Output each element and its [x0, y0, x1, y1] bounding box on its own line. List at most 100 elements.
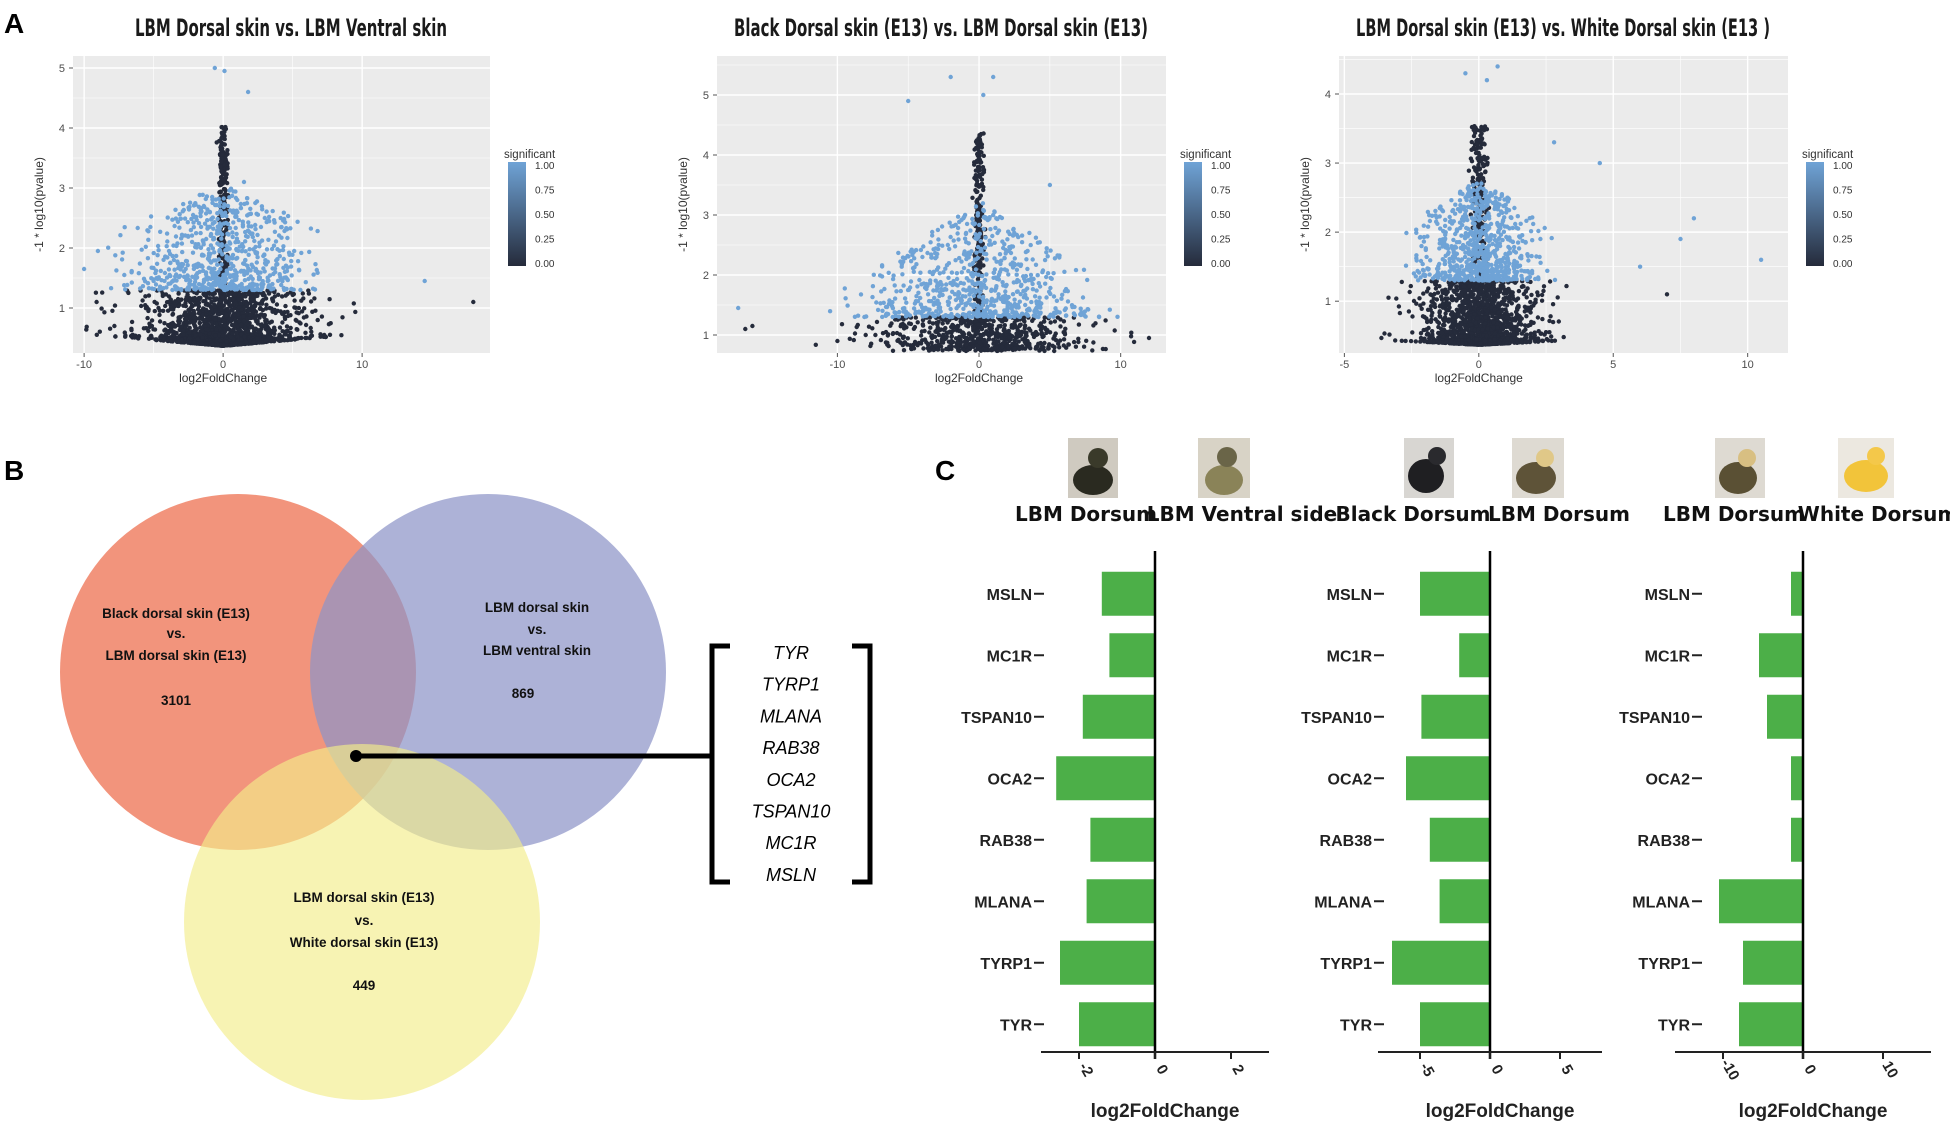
point-nonsignificant [200, 306, 206, 311]
point-nonsignificant [257, 306, 263, 311]
point-significant [969, 279, 975, 284]
point-nonsignificant [1539, 292, 1545, 298]
point-significant [981, 208, 987, 213]
point-nonsignificant [1093, 321, 1098, 326]
point-nonsignificant [272, 289, 277, 295]
point-nonsignificant [940, 339, 945, 344]
point-significant [248, 206, 253, 211]
point-significant [253, 249, 258, 255]
point-significant [193, 231, 199, 236]
point-significant [989, 296, 995, 302]
point-significant [253, 200, 258, 206]
point-significant [919, 282, 924, 287]
point-significant [228, 241, 233, 246]
point-nonsignificant [251, 294, 257, 300]
point-significant [980, 273, 985, 279]
point-nonsignificant [260, 297, 266, 303]
point-nonsignificant [931, 347, 936, 353]
point-nonsignificant [277, 325, 283, 330]
y-tick-label: 3 [703, 210, 709, 222]
point-significant [1011, 314, 1017, 319]
point-significant [1011, 226, 1016, 232]
point-significant [892, 296, 898, 301]
point-significant [143, 244, 148, 249]
point-nonsignificant [299, 309, 305, 314]
point-nonsignificant [238, 341, 244, 347]
point-nonsignificant [183, 298, 189, 303]
point-significant [928, 240, 933, 245]
point-nonsignificant [232, 317, 238, 323]
point-significant [177, 225, 182, 230]
point-nonsignificant [152, 299, 157, 305]
point-significant [988, 227, 993, 232]
point-significant [981, 308, 987, 314]
point-significant [990, 312, 996, 317]
point-significant [947, 220, 952, 225]
point-significant [1036, 310, 1042, 315]
point-nonsignificant [205, 301, 210, 307]
point-significant [882, 286, 887, 292]
point-significant [225, 231, 230, 236]
point-nonsignificant [192, 340, 197, 345]
point-nonsignificant [157, 312, 162, 318]
point-nonsignificant [280, 329, 285, 334]
point-significant [984, 251, 989, 257]
point-significant [179, 241, 185, 246]
point-nonsignificant [143, 294, 148, 299]
point-nonsignificant [976, 344, 982, 350]
point-significant [954, 276, 960, 282]
point-significant [1051, 271, 1056, 276]
point-significant [200, 238, 205, 243]
point-significant [906, 98, 911, 104]
point-significant [238, 269, 243, 274]
point-significant [230, 256, 235, 261]
point-nonsignificant [1057, 345, 1062, 350]
legend-colorbar [1184, 162, 1202, 266]
point-nonsignificant [272, 328, 277, 333]
point-significant [961, 265, 967, 271]
point-nonsignificant [1091, 340, 1096, 345]
point-nonsignificant [221, 318, 226, 323]
point-nonsignificant [855, 322, 860, 328]
point-nonsignificant [280, 320, 285, 325]
point-significant [981, 294, 986, 299]
point-nonsignificant [213, 308, 218, 313]
point-nonsignificant [1076, 322, 1082, 327]
point-significant [1012, 297, 1017, 302]
point-significant [1030, 257, 1035, 262]
point-significant [222, 280, 228, 285]
point-nonsignificant [1548, 314, 1553, 319]
point-nonsignificant [174, 331, 179, 336]
point-significant [260, 207, 265, 212]
point-significant [926, 311, 932, 316]
point-significant [229, 261, 234, 266]
point-nonsignificant [234, 330, 239, 336]
point-significant [976, 294, 982, 299]
point-nonsignificant [979, 177, 985, 182]
point-nonsignificant [94, 332, 100, 337]
point-nonsignificant [1081, 344, 1087, 349]
point-significant [827, 309, 833, 314]
point-nonsignificant [181, 303, 186, 308]
point-nonsignificant [225, 148, 230, 153]
point-significant [981, 226, 987, 232]
point-significant [978, 282, 983, 287]
point-nonsignificant [236, 312, 241, 317]
point-significant [1037, 240, 1043, 245]
point-nonsignificant [218, 298, 223, 303]
point-significant [270, 208, 275, 214]
point-nonsignificant [99, 306, 104, 311]
point-nonsignificant [1012, 338, 1017, 343]
point-significant [297, 268, 302, 273]
point-nonsignificant [1410, 314, 1415, 319]
point-nonsignificant [160, 293, 165, 299]
point-nonsignificant [284, 324, 290, 329]
point-significant [978, 290, 983, 295]
point-significant [177, 212, 182, 217]
point-nonsignificant [139, 303, 144, 309]
plot-panel-background [73, 56, 490, 353]
point-significant [200, 192, 205, 197]
point-significant [243, 233, 249, 239]
point-significant [161, 286, 166, 291]
point-significant [231, 220, 236, 225]
